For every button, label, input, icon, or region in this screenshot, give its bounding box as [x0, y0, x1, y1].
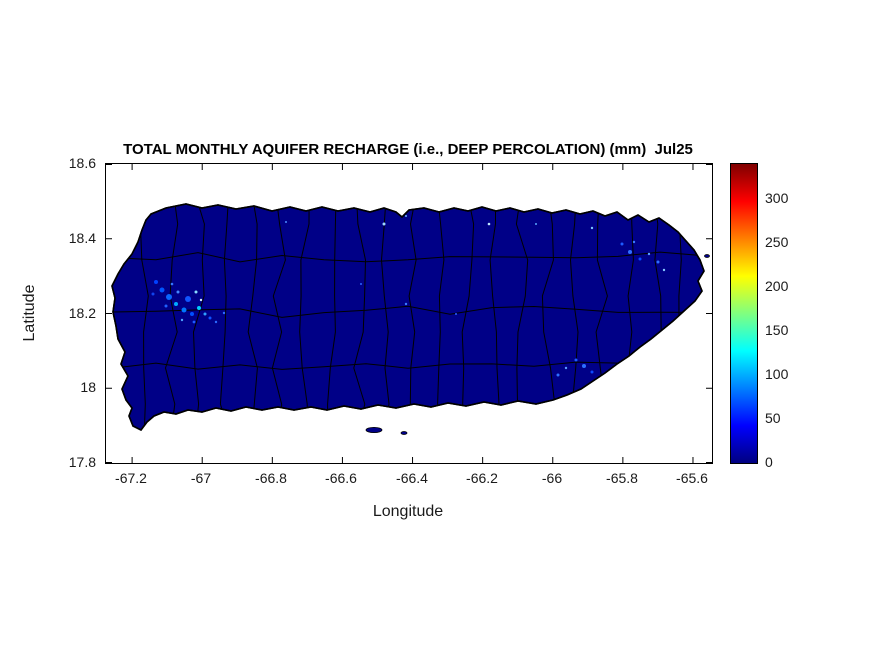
axis-tick-marks	[106, 164, 712, 463]
colorbar-tick-label: 300	[765, 190, 789, 206]
colorbar-tick-label: 100	[765, 366, 789, 382]
colorbar-tick-label: 0	[765, 454, 773, 470]
y-tick-label: 18.6	[68, 155, 96, 171]
x-tick-label: -66.2	[466, 470, 498, 486]
x-tick-label: -66.6	[325, 470, 357, 486]
x-tick-label: -66	[541, 470, 563, 486]
colorbar	[730, 163, 758, 464]
x-axis-label: Longitude	[372, 503, 444, 520]
x-tick-label: -66.8	[255, 470, 287, 486]
small-island-caja-de-muertos	[365, 426, 383, 433]
recharge-hotspot-dots	[151, 215, 666, 380]
x-tick-label: -66.4	[396, 470, 428, 486]
plot-area	[105, 163, 713, 464]
y-tick-label: 17.8	[68, 454, 96, 470]
colorbar-tick-label: 50	[765, 410, 781, 426]
x-tick-label: -65.8	[606, 470, 638, 486]
x-tick-label: -67	[190, 470, 212, 486]
map-canvas	[106, 164, 712, 463]
figure-title: TOTAL MONTHLY AQUIFER RECHARGE (i.e., DE…	[123, 141, 693, 158]
small-island-islet	[400, 431, 408, 435]
small-island-ne-islet	[704, 254, 710, 258]
y-tick-label: 18.2	[68, 305, 96, 321]
colorbar-tick-label: 250	[765, 234, 789, 250]
x-tick-label: -65.6	[676, 470, 708, 486]
x-tick-label: -67.2	[115, 470, 147, 486]
municipality-boundaries	[112, 204, 703, 430]
colorbar-tick-label: 200	[765, 278, 789, 294]
y-axis-label: Latitude	[21, 284, 38, 342]
colorbar-gradient	[731, 164, 757, 463]
colorbar-tick-label: 150	[765, 322, 789, 338]
y-tick-label: 18	[80, 379, 96, 395]
y-tick-label: 18.4	[68, 230, 96, 246]
island-fill	[111, 203, 705, 431]
